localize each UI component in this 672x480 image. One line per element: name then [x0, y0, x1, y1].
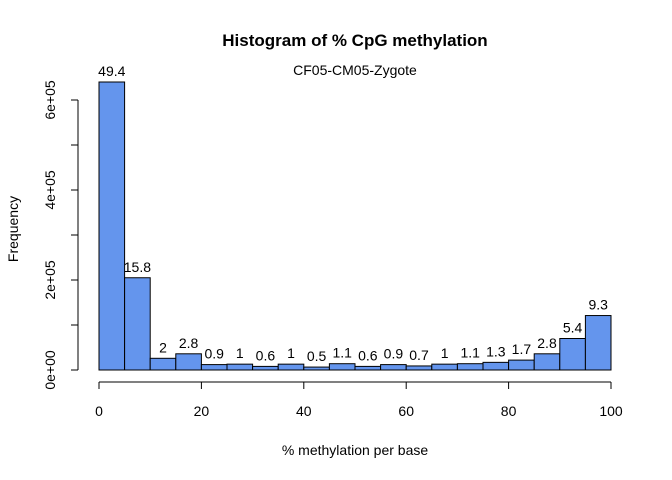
histogram-bar	[328, 363, 356, 371]
x-tick-label: 80	[501, 403, 517, 419]
bar-value-label: 5.4	[563, 320, 583, 336]
histogram-bar	[124, 277, 151, 371]
histogram-bar	[303, 366, 330, 371]
bar-value-label: 1.1	[332, 345, 352, 361]
histogram-bar	[431, 363, 458, 371]
y-tick-label: 2e+05	[42, 260, 58, 300]
bar-value-label: 0.7	[409, 347, 429, 363]
x-axis-title: % methylation per base	[282, 442, 429, 458]
chart-title: Histogram of % CpG methylation	[222, 31, 487, 50]
bar-value-label: 1	[287, 345, 295, 361]
bar-value-label: 1.1	[460, 345, 480, 361]
x-tick-label: 100	[599, 403, 623, 419]
y-axis-title: Frequency	[5, 196, 21, 262]
y-tick-label: 4e+05	[42, 170, 58, 210]
histogram-bar	[405, 365, 433, 371]
bar-value-label: 2.8	[537, 335, 557, 351]
histogram-bar	[200, 364, 228, 371]
histogram-bar	[482, 361, 510, 371]
histogram-bar	[380, 364, 407, 371]
histogram-bar	[456, 363, 484, 371]
x-tick-label: 60	[398, 403, 414, 419]
bar-value-label: 0.9	[204, 346, 224, 362]
histogram-bar	[175, 353, 202, 371]
x-tick-label: 20	[194, 403, 210, 419]
histogram-bar	[584, 315, 612, 371]
histogram-bar	[98, 81, 126, 371]
bar-value-label: 9.3	[588, 297, 608, 313]
chart-subtitle: CF05-CM05-Zygote	[293, 62, 417, 78]
bar-value-label: 1.3	[486, 343, 506, 359]
histogram-bar	[559, 338, 586, 371]
bar-value-label: 1.7	[512, 341, 532, 357]
histogram-bar	[508, 359, 535, 371]
y-tick-label: 6e+05	[42, 80, 58, 120]
bar-value-label: 1	[236, 345, 244, 361]
bar-value-label: 2.8	[179, 335, 199, 351]
histogram-bar	[354, 365, 382, 371]
bars-group	[98, 81, 612, 371]
bar-value-label: 0.6	[358, 347, 378, 363]
bar-value-label: 0.9	[384, 346, 404, 362]
y-tick-label: 0e+00	[42, 350, 58, 390]
bar-value-label: 2	[159, 339, 167, 355]
histogram-bar	[226, 363, 254, 371]
x-tick-label: 0	[95, 403, 103, 419]
bar-value-label: 1	[441, 345, 449, 361]
x-tick-label: 40	[296, 403, 312, 419]
bar-value-label: 15.8	[124, 259, 151, 275]
bar-value-label: 49.4	[98, 63, 125, 79]
histogram-bar	[277, 363, 305, 371]
histogram-bar	[149, 357, 177, 371]
bar-value-label: 0.6	[256, 347, 276, 363]
histogram-bar	[252, 365, 279, 371]
x-axis: 0 20 40 60 80 100	[95, 381, 623, 419]
y-axis: 0e+00 2e+05 4e+05 6e+05	[42, 80, 79, 390]
histogram-bar	[533, 353, 561, 371]
bar-labels-group: 49.4 15.8 2 2.8 0.9 1 0.6 1 0.5 1.1 0.6 0.9 0.7 1 1.1 1…	[98, 63, 608, 364]
bar-value-label: 0.5	[307, 348, 327, 364]
